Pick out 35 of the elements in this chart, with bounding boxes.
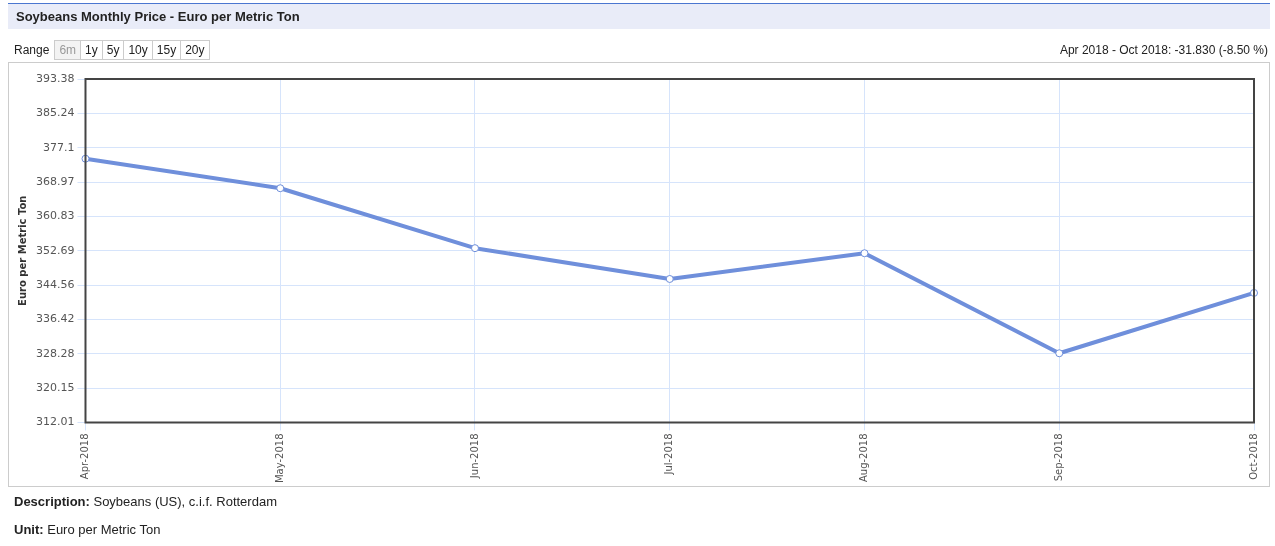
text: 5y (101, 40, 125, 60)
y-tick-label: 336.42 (35, 312, 75, 326)
point (1055, 349, 1064, 358)
text: 6m (54, 40, 82, 60)
text: 15y (151, 40, 182, 60)
x-tick-label: Apr-2018 (79, 433, 91, 480)
x-tick-label: Aug-2018 (858, 433, 870, 483)
y-tick-label: 393.38 (35, 71, 75, 85)
y-tick-label: 385.24 (35, 106, 75, 120)
y-axis-title: Euro per Metric Ton (16, 195, 28, 306)
text: Apr 2018 - Oct 2018: -31.830 (-8.50 %) (1059, 43, 1268, 57)
text: 1y (80, 40, 103, 60)
y-tick-label: 320.15 (35, 380, 75, 394)
text: Range (14, 43, 50, 57)
point (665, 274, 674, 283)
text: Description: Soybeans (US), c.i.f. Rotterdam (14, 494, 277, 509)
text: 10y (123, 40, 153, 60)
point (276, 184, 285, 193)
x-tick-label: Oct-2018 (1247, 433, 1259, 480)
text: 20y (180, 40, 210, 60)
y-tick-label: 377.1 (42, 140, 75, 154)
point (470, 244, 479, 253)
y-tick-label: 312.01 (35, 415, 75, 429)
text: Unit: Euro per Metric Ton (14, 522, 162, 537)
y-tick-label: 328.28 (35, 346, 75, 360)
x-tick-label: Sep-2018 (1052, 433, 1064, 482)
y-tick-label: 344.56 (35, 277, 75, 291)
x-tick-label: Jun-2018 (468, 433, 480, 480)
x-tick-label: May-2018 (273, 433, 285, 484)
chart-title: Soybeans Monthly Price - Euro per Metric Ton (8, 3, 1270, 29)
y-tick-label: 360.83 (35, 209, 75, 223)
point (860, 249, 869, 258)
y-tick-label: 352.69 (35, 243, 75, 257)
y-tick-label: 368.97 (35, 174, 75, 188)
x-tick-label: Jul-2018 (663, 433, 675, 476)
